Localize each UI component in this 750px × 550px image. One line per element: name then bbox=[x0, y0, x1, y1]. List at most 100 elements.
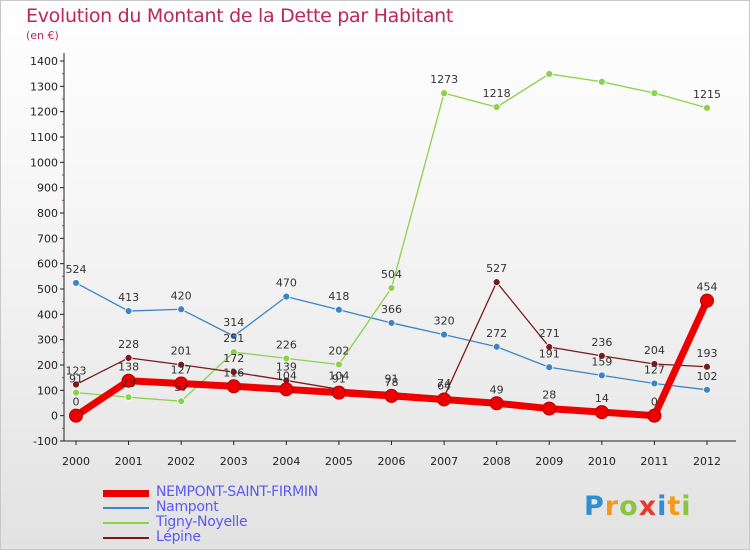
data-label: 127 bbox=[171, 363, 192, 376]
legend-label: Tigny-Noyelle bbox=[156, 514, 248, 530]
y-tick-label: 500 bbox=[37, 283, 58, 296]
y-tick-label: 800 bbox=[37, 207, 58, 220]
data-label: 504 bbox=[381, 268, 402, 281]
data-label: 1218 bbox=[483, 87, 511, 100]
legend-label: Lépine bbox=[156, 529, 201, 545]
y-tick-label: 900 bbox=[37, 182, 58, 195]
data-point bbox=[124, 354, 133, 362]
chart-series bbox=[69, 70, 714, 423]
x-tick-label: 2001 bbox=[115, 455, 143, 468]
data-label: 64 bbox=[437, 379, 451, 392]
logo-letter: r bbox=[604, 491, 620, 522]
data-point bbox=[545, 343, 554, 351]
data-label: 191 bbox=[539, 347, 560, 360]
y-tick-label: 1200 bbox=[30, 106, 58, 119]
data-label: 0 bbox=[73, 396, 80, 409]
data-point bbox=[177, 360, 186, 369]
data-point bbox=[282, 354, 291, 363]
data-label: 138 bbox=[118, 361, 139, 374]
data-point bbox=[335, 305, 343, 314]
data-point bbox=[700, 293, 714, 308]
data-point bbox=[229, 332, 238, 341]
y-tick-label: 1300 bbox=[30, 80, 58, 93]
data-label: 78 bbox=[385, 376, 399, 389]
data-label: 193 bbox=[697, 347, 718, 360]
y-tick-label: 300 bbox=[37, 334, 58, 347]
data-label: 139 bbox=[276, 360, 297, 373]
data-point bbox=[69, 408, 83, 423]
data-point bbox=[72, 388, 80, 397]
data-point bbox=[489, 396, 504, 411]
data-label: 49 bbox=[490, 383, 504, 396]
data-label: 226 bbox=[276, 338, 297, 351]
x-tick-label: 2012 bbox=[693, 455, 721, 468]
y-tick-label: 100 bbox=[37, 384, 58, 397]
data-label: 271 bbox=[539, 327, 560, 340]
chart-subtitle: (en €) bbox=[26, 29, 59, 42]
data-point bbox=[72, 279, 80, 287]
data-label: 74 bbox=[437, 377, 451, 390]
data-point bbox=[492, 103, 501, 112]
data-point bbox=[440, 89, 448, 98]
y-tick-label: 600 bbox=[37, 258, 58, 271]
data-label: 418 bbox=[328, 290, 349, 303]
x-tick-label: 2010 bbox=[588, 455, 616, 468]
data-label: 104 bbox=[276, 369, 297, 382]
x-tick-label: 2004 bbox=[272, 455, 300, 468]
data-point bbox=[492, 342, 501, 351]
data-label: 0 bbox=[651, 396, 658, 409]
logo-letter: t bbox=[667, 491, 682, 522]
data-label: 320 bbox=[434, 315, 455, 328]
data-label: 201 bbox=[171, 345, 192, 358]
data-point bbox=[335, 360, 343, 369]
data-point bbox=[597, 77, 606, 86]
x-tick-label: 2006 bbox=[378, 455, 406, 468]
data-label: 202 bbox=[328, 344, 349, 357]
y-tick-label: 1100 bbox=[30, 131, 58, 144]
data-label: 1215 bbox=[693, 88, 721, 101]
data-label: 14 bbox=[595, 392, 609, 405]
legend-swatch bbox=[103, 522, 149, 524]
data-point bbox=[703, 362, 711, 371]
legend-swatch bbox=[103, 537, 149, 539]
y-tick-label: 1000 bbox=[30, 156, 58, 169]
data-label: 91 bbox=[332, 373, 346, 386]
y-tick-label: 200 bbox=[37, 359, 58, 372]
data-point bbox=[440, 330, 448, 339]
data-point bbox=[72, 380, 80, 389]
data-point bbox=[226, 379, 241, 394]
y-tick-label: 0 bbox=[51, 410, 58, 423]
data-point bbox=[384, 388, 399, 403]
x-tick-label: 2011 bbox=[640, 455, 668, 468]
x-tick-label: 2003 bbox=[220, 455, 248, 468]
data-point bbox=[545, 70, 554, 78]
data-point bbox=[597, 371, 606, 380]
legend-label: Nampont bbox=[156, 499, 219, 515]
data-point bbox=[387, 319, 396, 327]
data-point bbox=[331, 385, 346, 400]
data-point bbox=[177, 397, 186, 406]
data-label: 1273 bbox=[430, 73, 458, 86]
x-tick-label: 2005 bbox=[325, 455, 353, 468]
data-label: 73 bbox=[122, 377, 136, 390]
data-label: 204 bbox=[644, 344, 665, 357]
data-label: 91 bbox=[385, 373, 399, 386]
chart-title: Evolution du Montant de la Dette par Hab… bbox=[26, 5, 454, 27]
y-tick-label: 700 bbox=[37, 232, 58, 245]
data-point bbox=[650, 360, 659, 368]
logo-letter: P bbox=[584, 491, 605, 522]
data-point bbox=[542, 401, 557, 416]
data-point bbox=[174, 376, 189, 391]
data-point bbox=[492, 278, 501, 287]
data-label: 236 bbox=[591, 336, 612, 349]
data-point bbox=[229, 348, 238, 356]
legend-label: NEMPONT-SAINT-FIRMIN bbox=[156, 484, 318, 500]
data-label: 159 bbox=[591, 355, 612, 368]
data-label: 314 bbox=[223, 316, 244, 329]
logo-letter: x bbox=[638, 491, 658, 522]
x-tick-label: 2008 bbox=[483, 455, 511, 468]
data-label: 123 bbox=[66, 365, 87, 378]
proxiti-logo: Proxiti bbox=[584, 491, 692, 522]
data-label: 28 bbox=[542, 389, 556, 402]
